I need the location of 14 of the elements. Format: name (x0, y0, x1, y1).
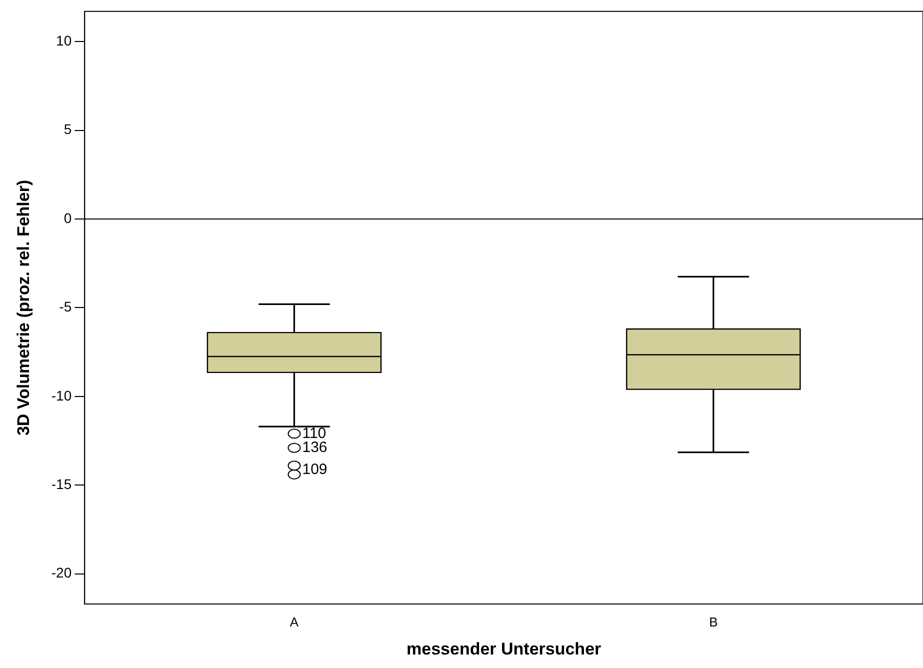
annotation: 109 (302, 461, 328, 478)
x-tick-label: B (709, 614, 718, 630)
y-tick-label: 0 (64, 210, 72, 226)
y-tick-label: -20 (51, 564, 72, 581)
y-tick-label: 10 (56, 32, 72, 48)
x-axis-title: messender Untersucher (406, 639, 602, 658)
annotation: 110 (302, 424, 326, 442)
y-tick-label: -10 (51, 387, 72, 404)
y-tick-label: -5 (59, 298, 72, 315)
x-tick-label: A (290, 614, 299, 630)
y-tick-label: 5 (64, 121, 72, 138)
y-axis-title: 3D Volumetrie (proz. rel. Fehler) (14, 180, 33, 436)
annotation: 136 (302, 439, 328, 456)
y-tick-label: -15 (51, 476, 72, 492)
